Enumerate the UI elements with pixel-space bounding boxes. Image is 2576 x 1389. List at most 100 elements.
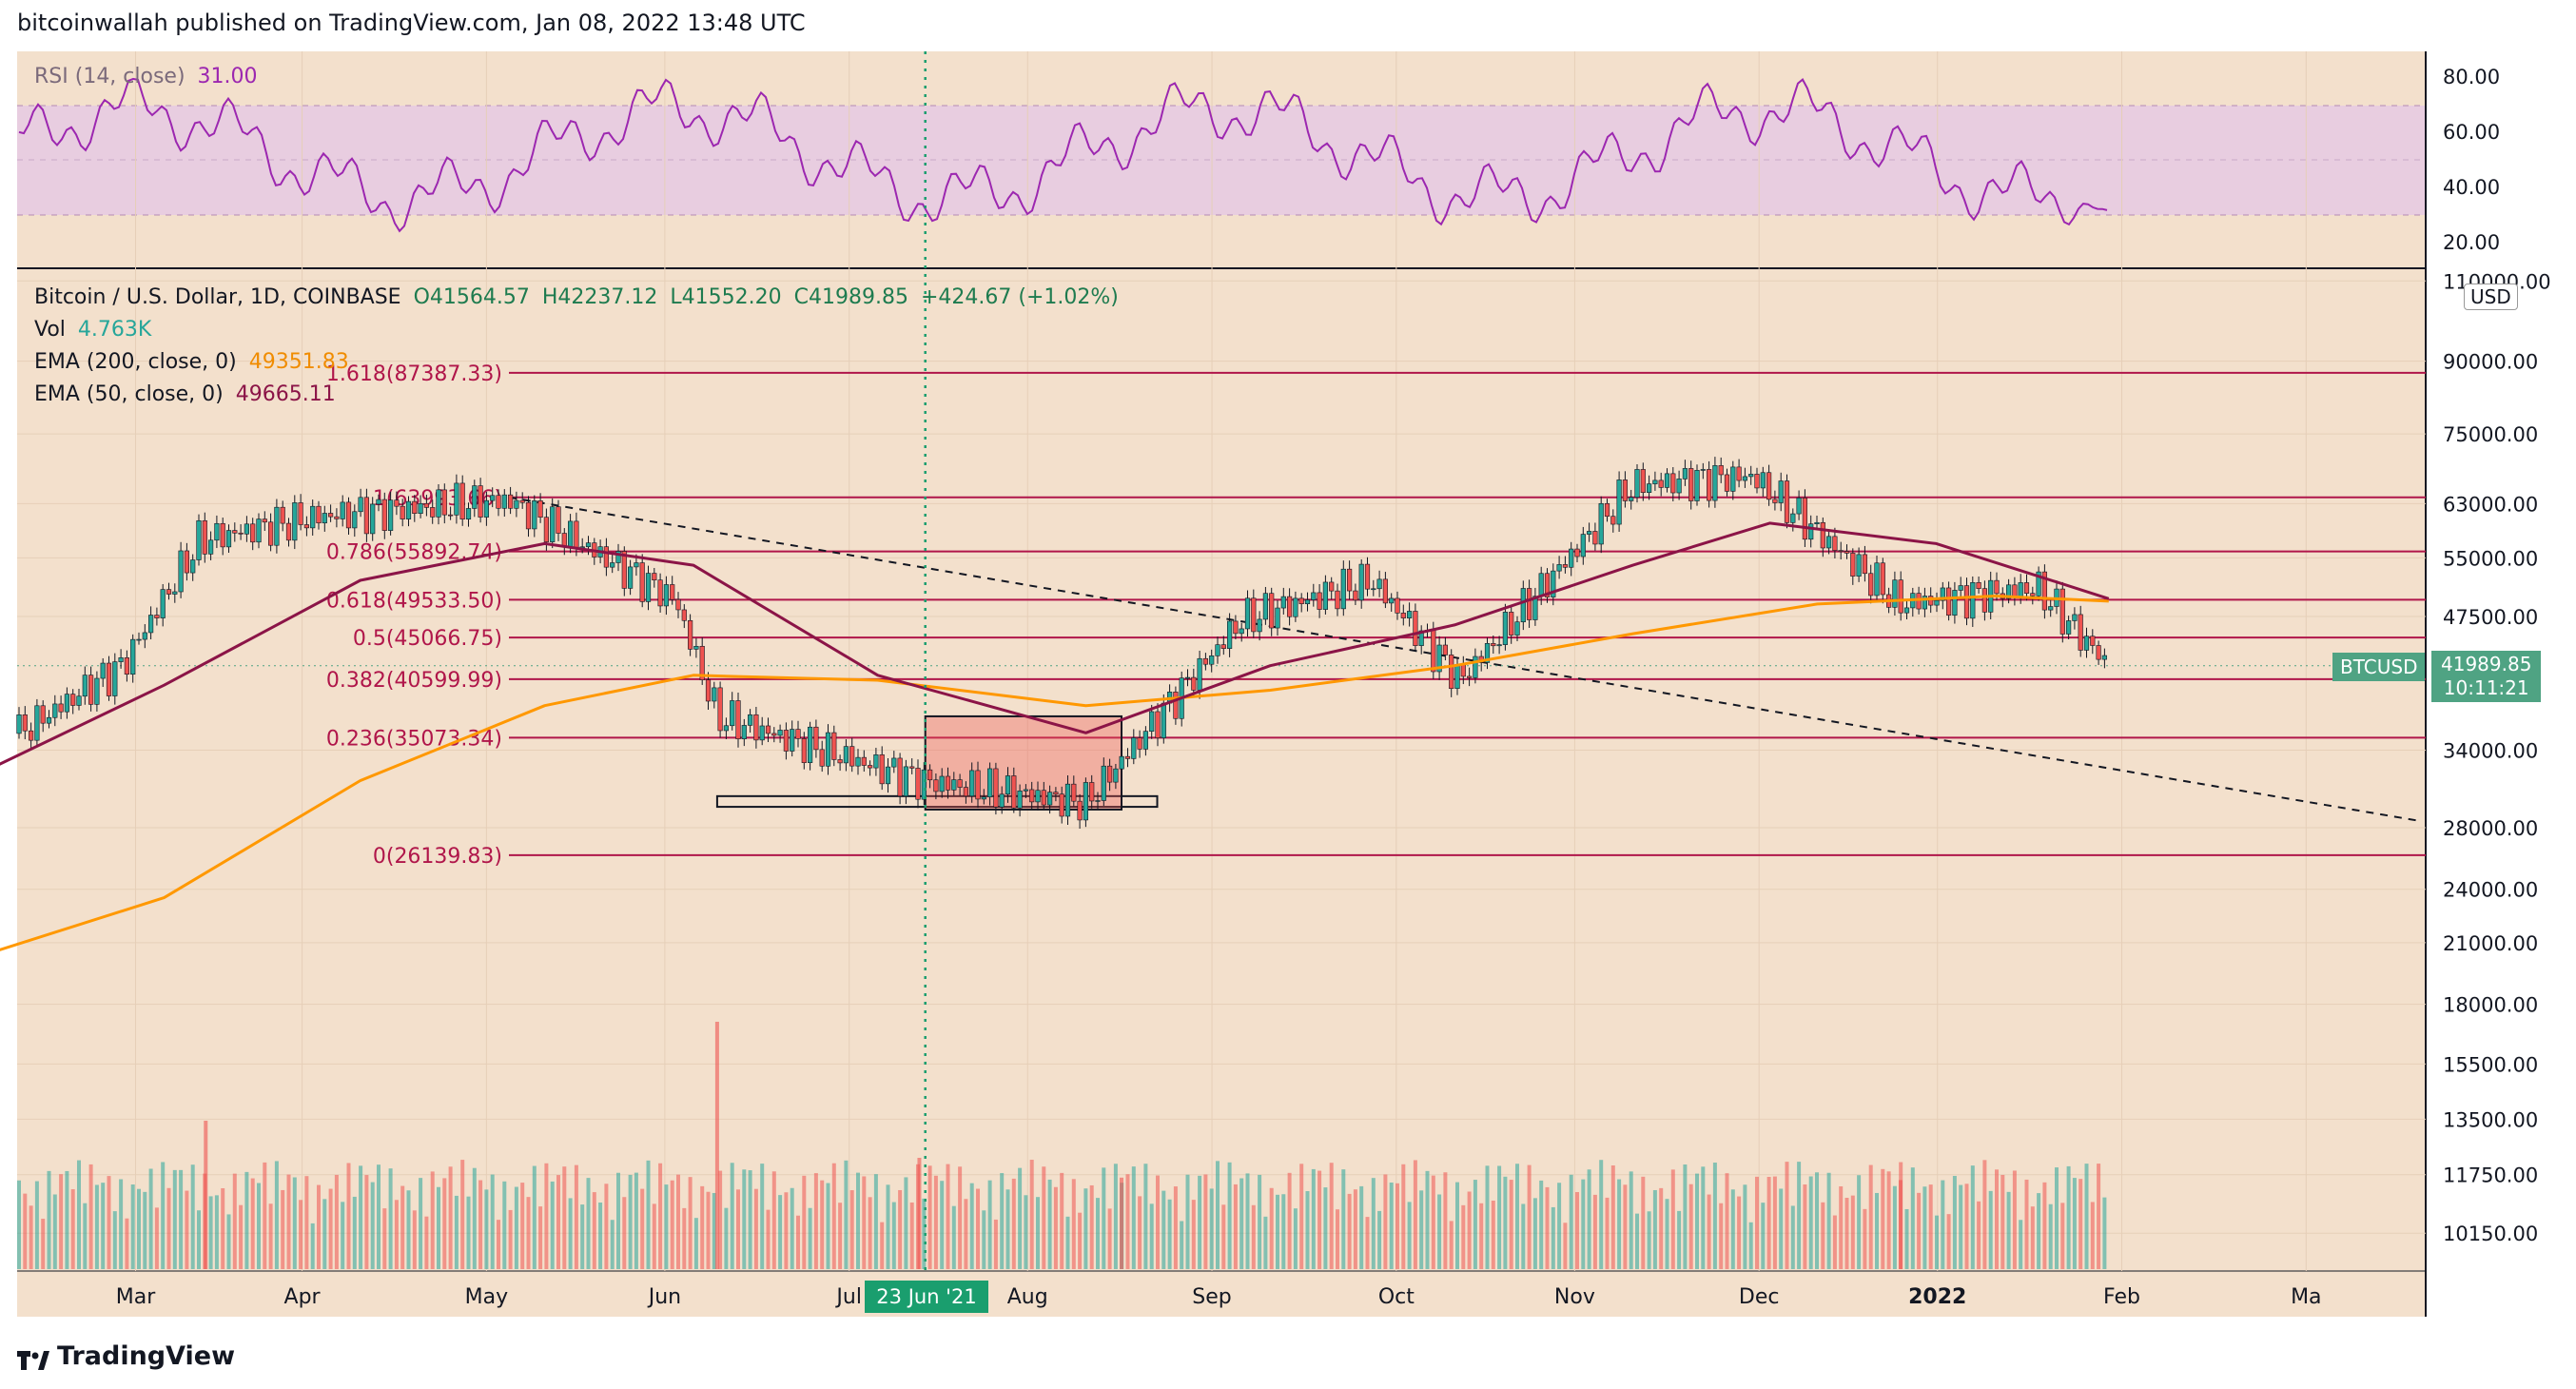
candle-body: [292, 502, 298, 541]
volume-bar: [1688, 1184, 1693, 1269]
candle-body: [387, 499, 394, 531]
candle-body: [1916, 593, 1922, 610]
rsi-line: [18, 77, 2108, 233]
candle-body: [879, 754, 885, 785]
candle-body: [2096, 645, 2101, 660]
candle-body: [1700, 469, 1706, 471]
fib-level-label: 1.618(87387.33): [326, 362, 502, 386]
price-axis-label: 10150.00: [2443, 1223, 2538, 1245]
candle-body: [730, 700, 735, 727]
candle-body: [136, 638, 142, 641]
ema200-line: [0, 595, 2109, 951]
volume-bar: [831, 1163, 836, 1269]
tradingview-logo[interactable]: TradingView: [17, 1341, 235, 1371]
candle-body: [1011, 775, 1017, 809]
volume-bar: [1815, 1172, 1819, 1269]
volume-bar: [1161, 1190, 1166, 1269]
price-axis-label: 55000.00: [2443, 547, 2538, 570]
price-axis-label: 75000.00: [2443, 423, 2538, 446]
candle-body: [1880, 562, 1885, 596]
volume-bar: [538, 1206, 543, 1269]
volume-bar: [1659, 1187, 1664, 1269]
volume-bar: [1515, 1164, 1519, 1269]
candle-body: [1161, 702, 1166, 738]
bar-countdown: 10:11:21: [2443, 676, 2529, 699]
candle-body: [1473, 655, 1478, 678]
volume-bar: [197, 1210, 201, 1269]
candle-body: [765, 725, 771, 734]
candle-body: [1718, 465, 1724, 476]
candle-body: [376, 499, 381, 505]
volume-bar: [1018, 1167, 1023, 1269]
candle-body: [627, 566, 634, 589]
candle-body: [1389, 597, 1395, 604]
candle-body: [2078, 614, 2083, 651]
volume-bar: [682, 1207, 687, 1269]
candle-body: [556, 506, 561, 534]
volume-bar: [568, 1198, 573, 1269]
candle-body: [1220, 644, 1226, 649]
volume-bar: [1539, 1180, 1544, 1269]
volume-bar: [70, 1189, 75, 1269]
time-axis-label: Aug: [1007, 1285, 1048, 1309]
volume-bar: [1503, 1176, 1508, 1269]
volume-bar: [419, 1178, 423, 1269]
volume-bar: [526, 1197, 531, 1269]
candle-body: [1604, 502, 1610, 518]
price-axis-label: 28000.00: [2443, 817, 2538, 840]
candle-body: [1064, 783, 1071, 817]
volume-bar: [154, 1207, 159, 1269]
volume-bar: [274, 1161, 279, 1269]
candle-body: [567, 520, 574, 548]
volume-bar: [1347, 1193, 1352, 1269]
candle-body: [394, 499, 400, 507]
volume-bar: [1149, 1203, 1154, 1269]
candle-body: [1340, 568, 1346, 610]
volume-bar: [742, 1169, 747, 1269]
volume-bar: [208, 1196, 213, 1269]
candle-body: [1005, 775, 1011, 795]
candle-body: [1652, 479, 1658, 484]
volume-bar: [1096, 1198, 1100, 1269]
volume-bar: [730, 1163, 734, 1269]
candle-body: [298, 502, 303, 525]
volume-bar: [23, 1193, 28, 1269]
volume-bar: [2078, 1179, 2083, 1269]
volume-bar: [161, 1162, 166, 1269]
volume-bar: [1299, 1164, 1304, 1269]
volume-bar: [1485, 1165, 1490, 1269]
candle-body: [1940, 587, 1945, 601]
support-range-box: [715, 794, 1159, 809]
volume-bar: [646, 1160, 651, 1269]
volume-label: Vol: [34, 318, 66, 342]
volume-bar: [1910, 1167, 1915, 1269]
candle-body: [1442, 644, 1448, 655]
volume-bar: [1605, 1197, 1610, 1269]
ema50-label: EMA (50, close, 0): [34, 382, 224, 406]
volume-bar: [1287, 1172, 1292, 1269]
currency-badge[interactable]: USD: [2464, 284, 2518, 310]
candle-body: [1856, 554, 1862, 577]
candle-body: [1023, 789, 1028, 792]
candle-body: [1244, 597, 1251, 630]
candle-body: [447, 514, 454, 517]
candle-body: [1963, 585, 1970, 619]
candle-body: [1149, 711, 1155, 732]
volume-bar: [166, 1187, 171, 1269]
candle-body: [1251, 597, 1257, 633]
volume-bar: [1071, 1179, 1076, 1269]
time-axis-label: 2022: [1908, 1285, 1966, 1309]
volume-bar: [1850, 1195, 1855, 1269]
candle-body: [1514, 621, 1520, 636]
candle-body: [993, 768, 999, 808]
volume-bar: [927, 1165, 932, 1269]
candle-body: [2006, 584, 2012, 599]
candle-body: [670, 584, 675, 600]
candle-body: [1029, 789, 1035, 803]
volume-bar: [466, 1196, 471, 1269]
candle-body: [1275, 607, 1280, 629]
volume-bar: [1701, 1166, 1706, 1269]
volume-bar: [1959, 1184, 1963, 1269]
candle-body: [1922, 596, 1927, 610]
